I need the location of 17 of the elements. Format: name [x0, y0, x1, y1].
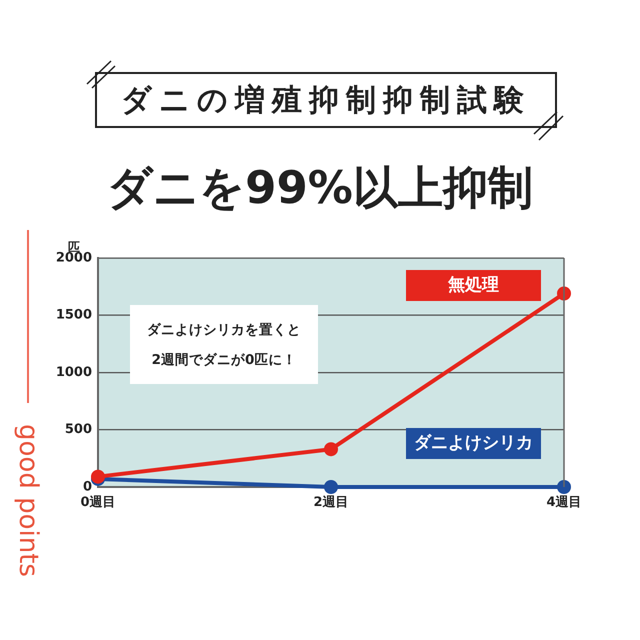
text: 無処理: [448, 275, 499, 296]
y-tick-label: 1500: [56, 308, 92, 323]
x-tick-label: 4週目: [546, 495, 582, 510]
chart-subtitle: ダニを99%以上抑制: [107, 161, 533, 214]
point: [557, 480, 571, 494]
x-tick-label: 2週目: [313, 495, 349, 510]
y-tick-label: 0: [82, 479, 92, 494]
series-label: ダニよけシリカ: [414, 433, 533, 453]
x-tick-label: 0週目: [80, 495, 116, 510]
y-tick-label: 1000: [56, 364, 92, 380]
point: [324, 480, 338, 494]
point: [324, 442, 338, 456]
chart-title: ダニの増殖抑制抑制試験: [121, 82, 531, 120]
annotation: ダニよけシリカを置くと 2週間でダニが0匹に！: [147, 320, 301, 370]
text: good points: [13, 424, 43, 577]
y-tick-label: 500: [64, 422, 92, 438]
y-tick-label: 2000: [56, 250, 92, 266]
